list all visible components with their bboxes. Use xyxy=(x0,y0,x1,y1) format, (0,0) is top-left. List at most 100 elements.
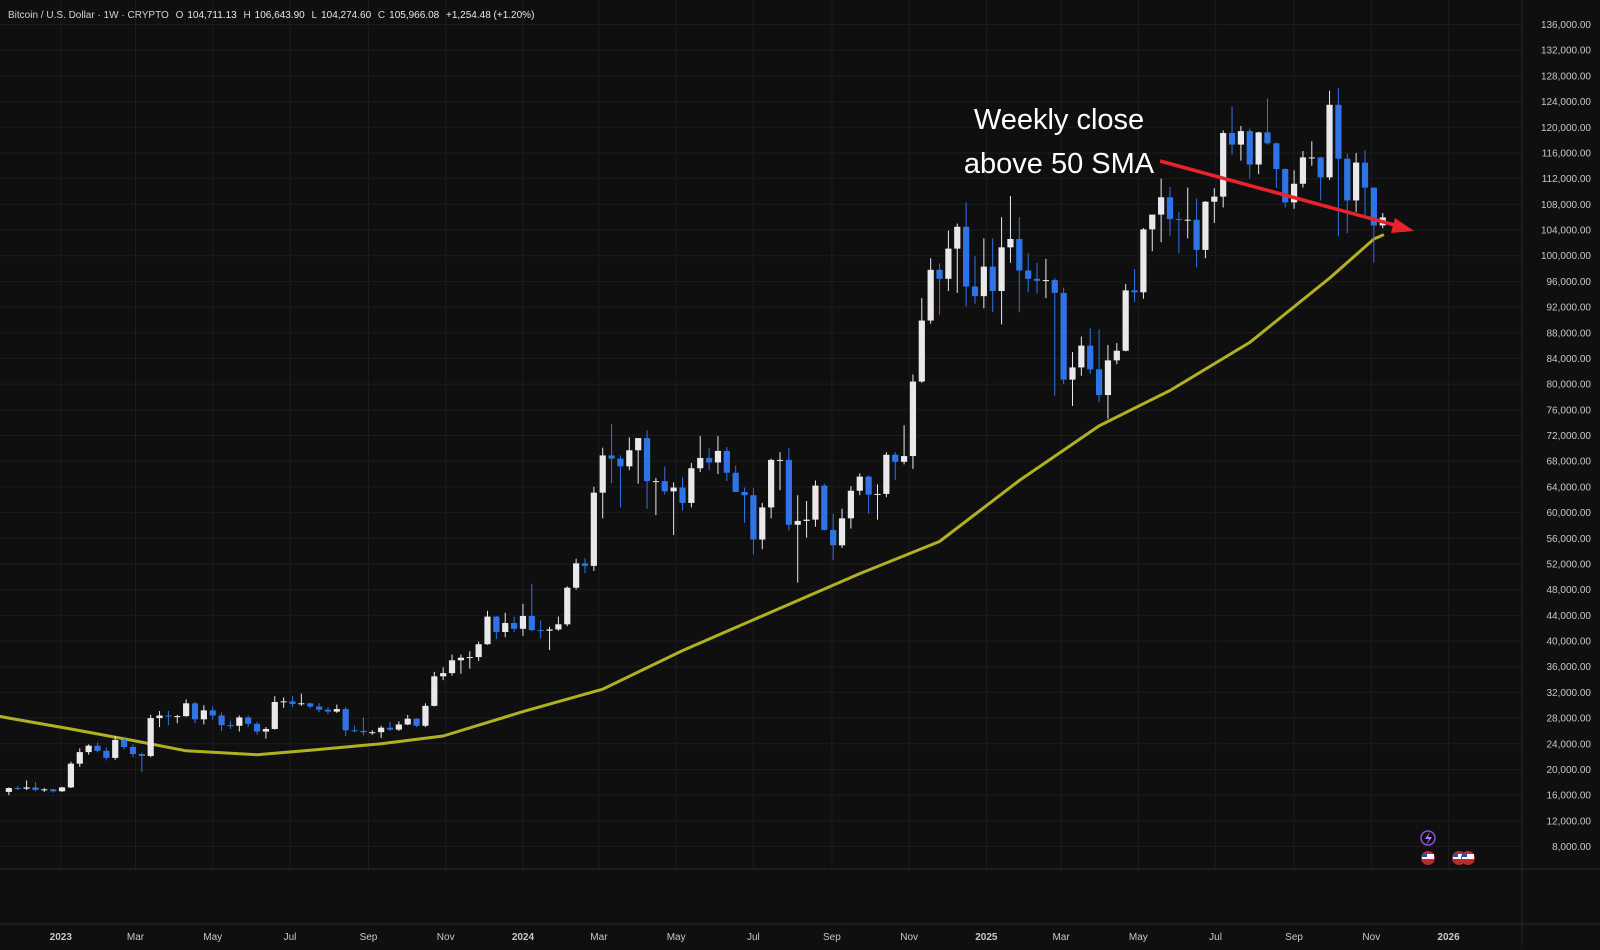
candle[interactable] xyxy=(1344,153,1351,234)
candle[interactable] xyxy=(1246,128,1253,179)
candle[interactable] xyxy=(617,455,624,508)
candle[interactable] xyxy=(785,448,792,531)
candle[interactable] xyxy=(741,487,748,523)
candle[interactable] xyxy=(1220,130,1227,208)
candle[interactable] xyxy=(280,697,287,708)
candle[interactable] xyxy=(218,712,225,731)
candle[interactable] xyxy=(1140,228,1147,299)
candle[interactable] xyxy=(253,721,261,735)
candle[interactable] xyxy=(1193,198,1200,268)
candle[interactable] xyxy=(315,703,323,713)
candle[interactable] xyxy=(1033,262,1041,294)
candle[interactable] xyxy=(1326,90,1333,180)
candle[interactable] xyxy=(14,786,21,790)
candle[interactable] xyxy=(174,714,181,724)
candle[interactable] xyxy=(262,727,270,739)
candle[interactable] xyxy=(236,715,243,732)
candle[interactable] xyxy=(573,558,580,590)
candle[interactable] xyxy=(537,620,544,639)
candle[interactable] xyxy=(156,710,163,728)
candle[interactable] xyxy=(484,610,491,645)
candle[interactable] xyxy=(23,780,30,790)
candle[interactable] xyxy=(1308,141,1315,166)
candle[interactable] xyxy=(1007,195,1014,263)
candle[interactable] xyxy=(502,612,509,638)
candle[interactable] xyxy=(1317,156,1324,201)
candle[interactable] xyxy=(581,558,589,573)
candle[interactable] xyxy=(1184,187,1191,239)
candle[interactable] xyxy=(351,725,358,733)
candle[interactable] xyxy=(245,715,252,728)
us-flag-event-icon-3[interactable] xyxy=(1461,851,1475,865)
event-markers[interactable] xyxy=(1420,830,1475,865)
candle[interactable] xyxy=(936,263,943,315)
candle[interactable] xyxy=(714,436,722,475)
candle[interactable] xyxy=(1149,214,1156,252)
candle[interactable] xyxy=(1166,186,1174,236)
candle[interactable] xyxy=(227,720,234,729)
candle[interactable] xyxy=(1370,187,1377,263)
candle[interactable] xyxy=(1282,168,1289,208)
candle[interactable] xyxy=(85,744,92,755)
candle[interactable] xyxy=(289,696,296,708)
candle[interactable] xyxy=(697,436,704,473)
candle[interactable] xyxy=(298,693,305,706)
candle[interactable] xyxy=(528,583,535,632)
candle[interactable] xyxy=(661,466,668,495)
candle[interactable] xyxy=(838,508,846,548)
candle[interactable] xyxy=(67,761,75,789)
candle[interactable] xyxy=(776,452,784,491)
candle[interactable] xyxy=(1113,343,1120,365)
candle[interactable] xyxy=(963,202,970,307)
candle[interactable] xyxy=(1122,283,1129,352)
candle[interactable] xyxy=(812,480,819,527)
candle[interactable] xyxy=(32,782,39,792)
candle[interactable] xyxy=(1228,106,1236,155)
candle[interactable] xyxy=(271,696,278,730)
candle[interactable] xyxy=(564,586,571,627)
candle[interactable] xyxy=(386,721,394,731)
candle[interactable] xyxy=(1069,352,1076,406)
candle[interactable] xyxy=(635,438,642,484)
candle[interactable] xyxy=(865,475,872,514)
candle[interactable] xyxy=(688,463,695,508)
candle[interactable] xyxy=(555,616,562,631)
candle[interactable] xyxy=(1078,336,1085,376)
candle[interactable] xyxy=(954,223,961,293)
time-axis[interactable]: 2023 Mar May Jul Sep Nov 2024 Mar May Jul Sep Nov 20… xyxy=(50,932,1460,943)
candle[interactable] xyxy=(1087,328,1094,374)
candle[interactable] xyxy=(1060,287,1067,385)
candle[interactable] xyxy=(76,748,83,767)
candle[interactable] xyxy=(493,615,500,640)
candle[interactable] xyxy=(830,513,837,561)
candle[interactable] xyxy=(652,477,660,516)
candle[interactable] xyxy=(342,707,349,737)
candle[interactable] xyxy=(750,488,757,555)
candle[interactable] xyxy=(138,752,145,773)
candle[interactable] xyxy=(608,423,615,484)
candle[interactable] xyxy=(998,217,1005,325)
candle[interactable] xyxy=(723,447,730,482)
candle[interactable] xyxy=(1095,329,1103,403)
candle[interactable] xyxy=(466,651,473,669)
candle[interactable] xyxy=(50,788,57,793)
us-flag-event-icon[interactable] xyxy=(1421,851,1435,865)
candle[interactable] xyxy=(1025,253,1032,293)
candle[interactable] xyxy=(670,482,677,536)
candle[interactable] xyxy=(360,717,367,736)
candle[interactable] xyxy=(422,703,429,728)
candle[interactable] xyxy=(1255,131,1262,175)
candle[interactable] xyxy=(900,425,908,465)
candle[interactable] xyxy=(147,714,154,758)
candle[interactable] xyxy=(475,641,482,661)
candle[interactable] xyxy=(440,667,447,681)
candle[interactable] xyxy=(431,671,438,707)
candle[interactable] xyxy=(103,747,110,761)
candle[interactable] xyxy=(1264,98,1271,145)
candle[interactable] xyxy=(120,736,128,750)
candle[interactable] xyxy=(971,256,979,304)
candle[interactable] xyxy=(803,501,810,538)
candle[interactable] xyxy=(1361,150,1369,216)
candle[interactable] xyxy=(546,626,553,650)
